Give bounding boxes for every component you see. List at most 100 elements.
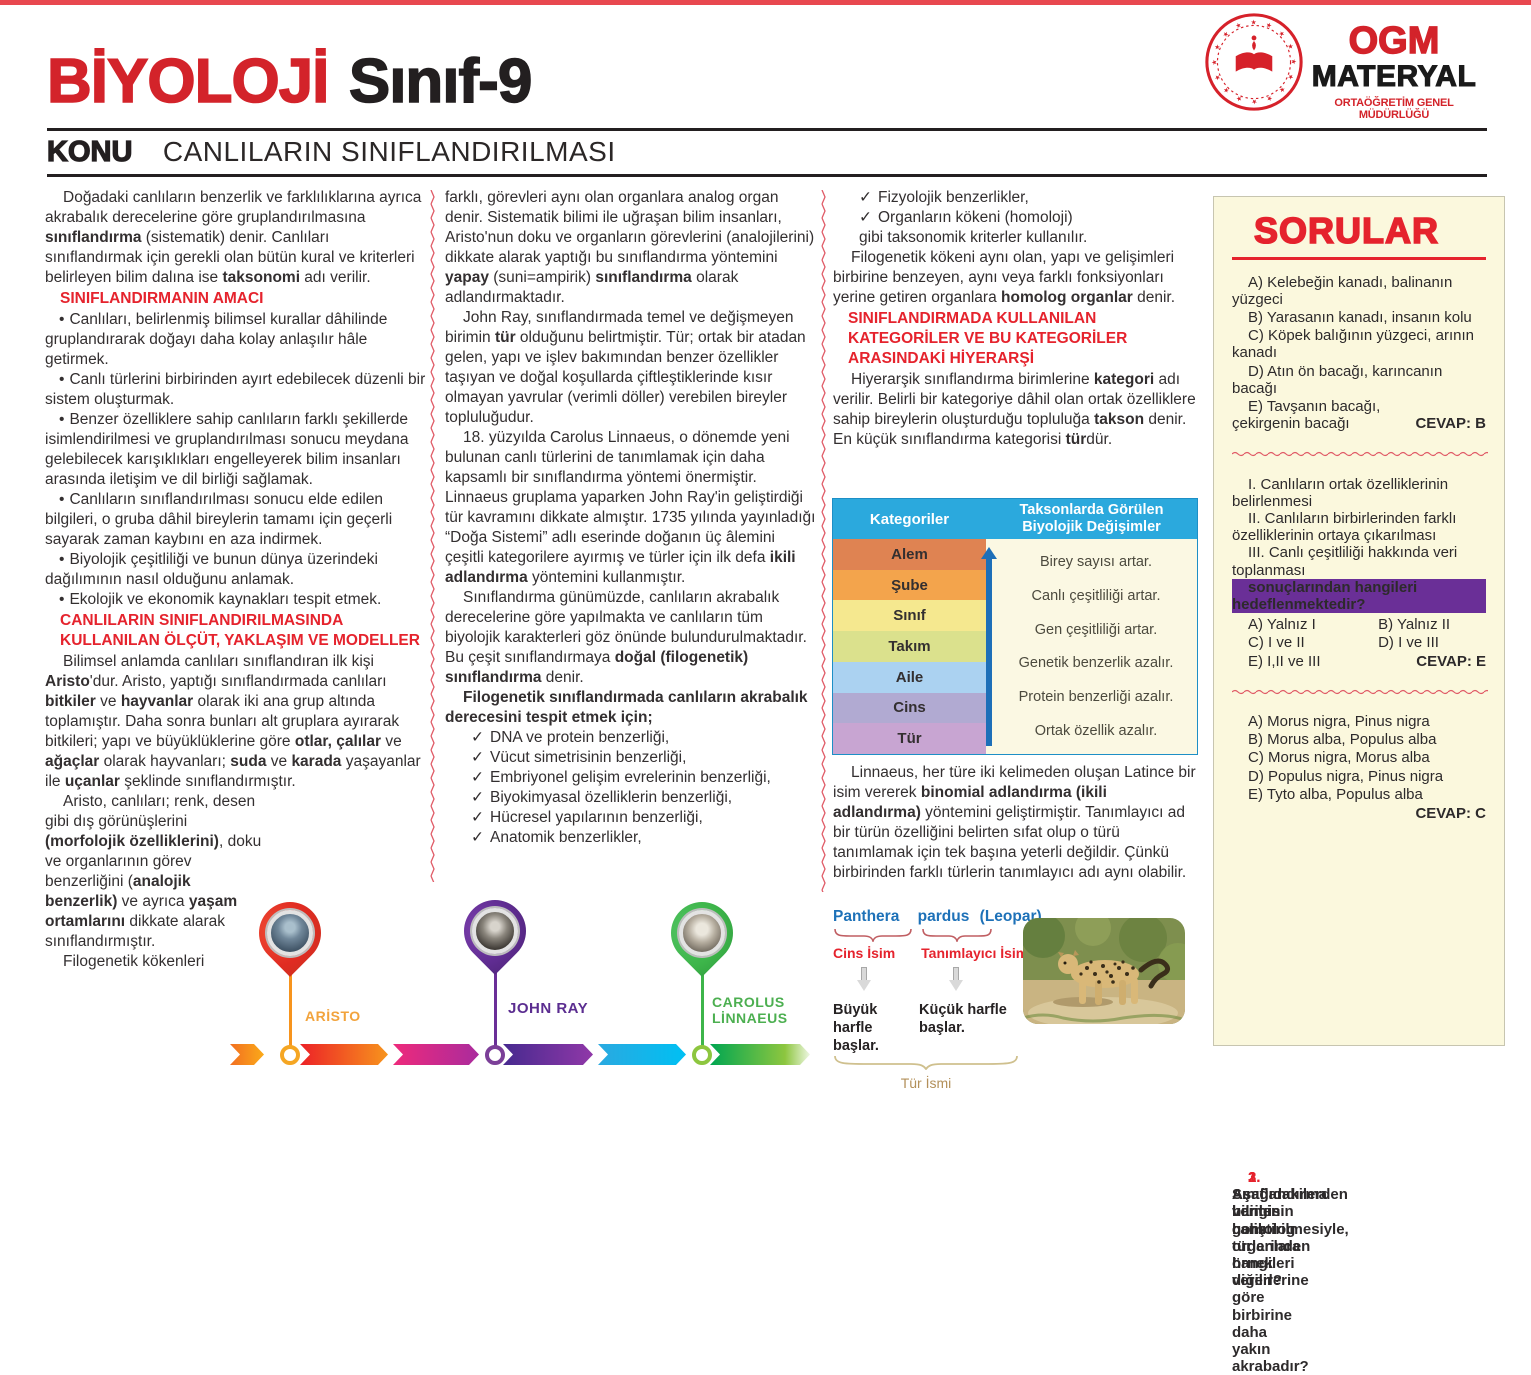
svg-text:★: ★ [1211,59,1219,65]
table-header-kategoriler: Kategoriler [869,510,950,528]
option: C) Köpek balığının yüzgeci, arının kanad… [1232,327,1474,362]
table-row: Aile [833,661,986,693]
name-roles: Cins İsim Tanımlayıcı İsim [833,945,1033,961]
svg-text:★: ★ [1221,29,1231,39]
question-3: 3. Aşağıda verilen canlı türlerinden han… [1232,712,1486,1375]
option: A) Kelebeğin kanadı, balinanın yüzgeci [1232,273,1453,308]
roman-item: I. Canlıların ortak özelliklerinin belir… [1232,475,1449,510]
check-icon: ✓ [471,829,484,846]
paragraph: 18. yüzyılda Carolus Linnaeus, o dönemde… [445,429,816,586]
check-text: Vücut simetrisinin benzerliği, [490,749,687,766]
genus-role-label: Cins İsim [833,945,896,961]
bullet-item: • Ekolojik ve ekonomik kaynakları tespit … [45,590,429,610]
masthead: BİYOLOJİ Sınıf-9 [46,46,533,117]
chevron-segment [393,1044,479,1065]
john-ray-portrait [472,908,518,954]
option: C) I ve II [1248,634,1305,652]
column-2: farklı, görevleri aynı olan organlara an… [445,188,817,848]
option-grid: A) Yalnız I B) Yalnız II C) I ve II D) I… [1232,615,1486,670]
svg-text:★: ★ [1264,21,1273,31]
table-header-degisimler: Taksonlarda Görülen Biyolojik Değişimler [1019,502,1164,535]
timeline-band [230,1044,810,1065]
option: D) I ve III [1378,634,1439,652]
svg-text:★: ★ [1213,43,1223,52]
genus-name: Panthera [833,908,900,925]
svg-text:★: ★ [1286,42,1296,51]
chevron-segment [710,1044,810,1065]
up-arrow-icon [981,547,997,746]
table-row: Tür [833,723,986,755]
chevron-segment [300,1044,388,1065]
bullet-icon: • [59,591,65,608]
answer-label: CEVAP: C [1415,804,1486,822]
taxonomy-table: Kategoriler Taksonlarda Görülen Biyoloji… [832,498,1198,755]
bullet-icon: • [59,491,65,508]
timeline-stem [701,972,704,1046]
option: B) Yalnız II [1378,616,1451,634]
leopard-photo [1023,918,1185,1029]
check-text: Biyokimyasal özelliklerin benzerliği, [490,789,733,806]
bullet-text: Canlı türlerini birbirinden ayırt edebil… [45,371,426,408]
header-rule-top [47,128,1487,131]
linnaeus-portrait [679,910,725,956]
change-item: Canlı çeşitliliği artar. [1031,587,1161,604]
roman-item: III. Canlı çeşitliliği hakkında veri top… [1232,544,1458,579]
wavy-separator [1232,444,1488,461]
taxonomy-categories: Alem Şube Sınıf Takım Aile Cins Tür [833,539,986,755]
bullet-icon: • [59,311,65,328]
check-item: ✓ Hücresel yapılarının benzerliği, [445,808,817,828]
check-text: Organların kökeni (homoloji) [878,209,1073,226]
page-title-biyoloji: BİYOLOJİ [46,46,330,117]
option: A) Morus nigra, Pinus nigra [1248,712,1430,730]
ogm-text: OGM [1348,20,1440,62]
genus-rule: Büyük harfle başlar. [833,1002,879,1054]
check-item: ✓ Fizyolojik benzerlikler, [833,188,1199,208]
paragraph: Sınıflandırma günümüzde, canlıların akra… [445,589,807,686]
down-arrow-icon [949,967,964,993]
bottom-brace-icon [834,1055,1018,1071]
timeline-label-linnaeus: CAROLUS LİNNAEUS [712,994,788,1026]
check-icon: ✓ [471,749,484,766]
binomial-naming-diagram: Panthera pardus (Leopar) Cins İsim Tanım… [833,908,1042,1091]
option: B) Yarasanın kanadı, insanın kolu [1248,308,1472,326]
check-item: ✓ Embriyonel gelişim evrelerinin benzerli… [445,768,817,788]
timeline-stem [289,972,292,1046]
bullet-icon: • [59,371,65,388]
section-heading-red: CANLILARIN SINIFLANDIRILMASINDA KULLANIL… [60,612,420,649]
species-epithet: pardus [917,908,970,925]
check-icon: ✓ [471,769,484,786]
change-item: Gen çeşitliliği artar. [1034,621,1158,638]
check-item: ✓ Biyokimyasal özelliklerin benzerliği, [445,788,817,808]
question-2: 2. Sınıflandırma biliminin geliştirilmes… [1232,475,1486,1238]
bullet-text: Ekolojik ve ekonomik kaynakları tespit e… [69,591,382,608]
bullet-text: Canlıları, belirlenmiş bilimsel kurallar… [45,311,388,368]
bullet-item: • Canlıların sınıflandırılması sonucu eld… [45,490,429,550]
taxonomy-table-header: Kategoriler Taksonlarda Görülen Biyoloji… [833,499,1197,539]
svg-text:★: ★ [1235,94,1244,104]
table-row: Takım [833,631,986,662]
option: D) Populus nigra, Pinus nigra [1248,767,1444,785]
question-stem-2: sonuçlarından hangileri hedeflenmektedir… [1232,578,1486,614]
taxonomy-changes: Birey sayısı artar. Canlı çeşitliliği ar… [999,545,1193,748]
check-icon: ✓ [859,189,872,206]
option: E) I,II ve III [1248,652,1321,670]
svg-text:★: ★ [1234,21,1243,31]
bullet-icon: • [59,551,65,568]
column-3: ✓ Fizyolojik benzerlikler, ✓ Organların kö… [833,188,1199,450]
option: A) Yalnız I [1248,616,1316,634]
option: B) Morus alba, Populus alba [1248,731,1437,749]
brace-icon [834,928,912,942]
svg-text:★: ★ [1277,29,1287,39]
ogm-materyal-logo: OGM MATERYAL ORTAÖĞRETİM GENEL MÜDÜRLÜĞÜ [1310,20,1478,121]
paragraph: Bilimsel anlamda canlıları sınıflandıran… [45,653,421,790]
section-heading-red: SINIFLANDIRMANIN AMACI [60,290,264,307]
meb-emblem-logo: ★ ★ ★ ★ ★ ★ ★ ★ ★ ★ ★ ★ ★ ★ ★ ★ [1204,12,1304,117]
paragraph-lead: Filogenetik sınıflandırmada canlıların a… [445,689,808,726]
timeline-stem [494,972,497,1046]
konu-title: CANLILARIN SINIFLANDIRILMASI [162,136,616,167]
change-item: Ortak özellik azalır. [1034,723,1158,740]
check-item: ✓ Vücut simetrisinin benzerliği, [445,748,817,768]
wavy-separator [1232,682,1488,699]
bullet-text: Benzer özelliklere sahip canlıların fark… [45,411,409,488]
svg-text:★: ★ [1251,98,1257,106]
